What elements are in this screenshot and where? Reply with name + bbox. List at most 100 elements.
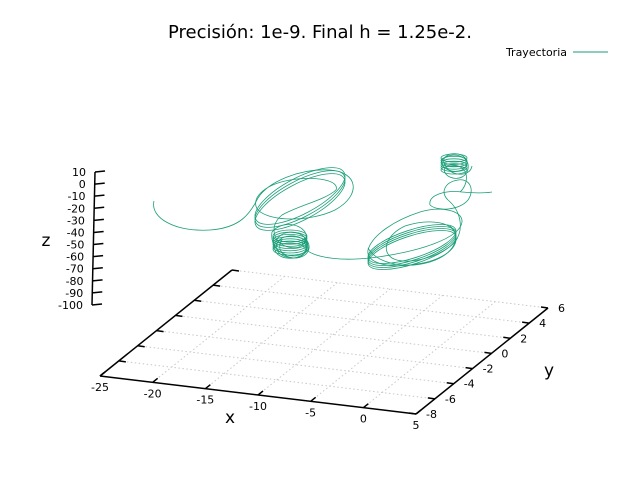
z-tick-mark xyxy=(94,170,106,173)
back-tick-mark xyxy=(156,329,164,333)
grid-line-y xyxy=(231,269,549,309)
y-tick-label: -6 xyxy=(445,393,456,406)
trajectory-segment xyxy=(367,211,457,267)
y-tick-mark xyxy=(427,397,435,400)
trajectory-segment xyxy=(429,165,493,206)
x-tick-label: 5 xyxy=(413,419,420,432)
z-tick-mark xyxy=(92,279,103,282)
back-tick-mark xyxy=(213,284,221,287)
grid-line-y xyxy=(175,314,492,354)
trajectory-loop-left xyxy=(254,170,346,228)
y-tick-label: 2 xyxy=(520,332,527,345)
trajectory-segment xyxy=(153,197,259,231)
trajectory-segment xyxy=(301,208,463,260)
grid-line-y xyxy=(118,360,435,400)
grid-line-y xyxy=(213,284,530,324)
x-tick-mark xyxy=(310,396,317,402)
trajectory-coil-upper xyxy=(440,160,468,170)
trajectory-coil-upper xyxy=(440,153,468,163)
grid-line-x xyxy=(310,294,443,402)
z-tick-label: -60 xyxy=(66,251,84,264)
x-tick-label: -10 xyxy=(249,400,267,413)
z-tick-label: 0 xyxy=(79,178,86,191)
x-tick-label: -25 xyxy=(91,381,109,394)
y-tick-label: -8 xyxy=(426,408,437,421)
y-tick-mark xyxy=(484,351,492,355)
trajectory-loop-right xyxy=(367,228,457,268)
z-axis-line xyxy=(91,171,96,306)
x-tick-mark xyxy=(152,377,159,383)
y-axis-label: y xyxy=(544,361,554,381)
y-tick-label: -2 xyxy=(483,363,494,376)
back-tick-mark xyxy=(118,360,126,363)
trajectory-segment xyxy=(271,231,309,259)
y-tick-mark xyxy=(522,321,530,324)
y-tick-mark xyxy=(446,381,454,385)
grid-line-y xyxy=(137,345,454,385)
z-tick-label: -30 xyxy=(67,214,85,227)
trajectory-coil-lower xyxy=(272,242,308,256)
x-axis-label: x xyxy=(225,408,235,428)
z-tick-label: -80 xyxy=(66,275,84,288)
grid-line-x xyxy=(152,275,285,383)
x-tick-mark xyxy=(257,390,264,396)
z-tick-mark xyxy=(91,303,103,306)
y-tick-mark xyxy=(408,412,417,415)
legend: Trayectoria xyxy=(505,46,608,59)
trajectory-coil-lower xyxy=(272,229,308,243)
z-tick-mark xyxy=(93,254,104,258)
z-tick-mark xyxy=(94,206,105,210)
trajectory-coil-upper xyxy=(440,165,468,175)
x-tick-mark xyxy=(362,403,369,409)
z-tick-mark xyxy=(92,291,103,294)
trajectory-loop-left xyxy=(254,173,346,231)
back-tick-mark xyxy=(137,344,145,348)
trajectory-segment xyxy=(445,165,473,175)
trajectory-loop-right xyxy=(367,224,457,264)
x-tick-mark xyxy=(99,371,106,377)
z-tick-mark xyxy=(94,194,105,197)
z-tick-mark xyxy=(92,266,103,270)
chart-title: Precisión: 1e-9. Final h = 1.25e-2. xyxy=(168,22,472,43)
axes xyxy=(91,170,549,415)
y-axis-line xyxy=(415,307,549,415)
trajectory-coil-lower xyxy=(272,238,308,252)
x-tick-mark xyxy=(415,409,422,415)
legend-label: Trayectoria xyxy=(505,46,567,59)
grid-line-y xyxy=(156,330,473,370)
trajectory-loop-left xyxy=(254,167,346,225)
z-tick-label: 10 xyxy=(72,166,86,179)
z-tick-mark xyxy=(94,182,105,185)
x-tick-label: -15 xyxy=(196,394,214,407)
trajectory-coil-lower xyxy=(272,231,308,245)
grid-line-x xyxy=(363,301,496,409)
z-tick-mark xyxy=(93,218,104,222)
back-tick-mark xyxy=(175,314,183,318)
trajectory-coil-upper xyxy=(440,163,468,173)
z-axis-label: z xyxy=(42,231,51,251)
trajectory-segment xyxy=(429,179,472,210)
y-tick-mark xyxy=(465,366,473,370)
y-tick-label: 0 xyxy=(501,347,508,360)
grid-line-y xyxy=(194,299,511,339)
y-tick-mark xyxy=(540,306,549,309)
back-tick-mark xyxy=(231,269,240,272)
floor-grid xyxy=(118,269,549,415)
y-tick-label: 4 xyxy=(539,317,546,330)
grid-line-x xyxy=(205,282,338,390)
z-tick-label: -40 xyxy=(67,226,85,239)
x-tick-mark xyxy=(204,384,211,390)
z-tick-label: -50 xyxy=(66,239,84,252)
y-tick-mark xyxy=(503,336,511,340)
z-tick-label: -90 xyxy=(65,287,83,300)
z-tick-mark xyxy=(93,242,104,246)
z-tick-label: -10 xyxy=(67,190,85,203)
trajectory-series xyxy=(153,153,493,270)
y-tick-label: -4 xyxy=(464,378,475,391)
trajectory-coil-upper xyxy=(440,158,468,168)
trajectory-coil-upper xyxy=(440,155,468,165)
trajectory-coil-lower xyxy=(272,233,308,247)
x-tick-label: 0 xyxy=(360,413,367,426)
back-axis-line xyxy=(99,269,233,377)
